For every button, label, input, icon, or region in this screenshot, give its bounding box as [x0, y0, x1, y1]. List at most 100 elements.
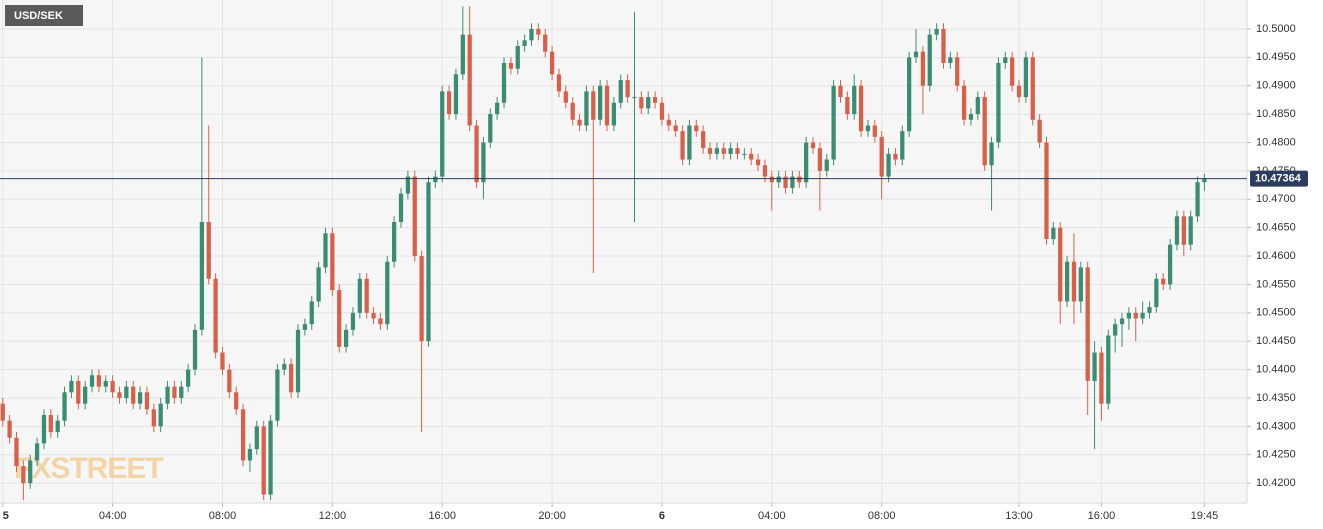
candle-body [110, 380, 115, 393]
candle-body [652, 97, 658, 103]
candle-body [543, 34, 548, 52]
candle-body [69, 380, 74, 393]
candle-body [1003, 57, 1008, 64]
candle-body [1092, 352, 1097, 381]
y-tick-label: 10.4500 [1256, 307, 1296, 319]
candle-body [1119, 318, 1125, 325]
candle-body [76, 380, 81, 404]
candle-body [604, 85, 610, 126]
candle-body [563, 91, 568, 103]
candle-body [1010, 57, 1015, 86]
y-tick-label: 10.4900 [1256, 80, 1296, 92]
candle-body [501, 63, 507, 103]
candle-body [165, 386, 170, 404]
candle-body [584, 91, 589, 126]
candle-body [900, 131, 905, 160]
candle-body [302, 324, 308, 330]
candle-body [858, 85, 864, 132]
candle-body [343, 329, 349, 347]
candle-body [1044, 142, 1049, 240]
candles [0, 6, 1207, 501]
candle-body [131, 386, 136, 404]
candle-body [1085, 267, 1090, 381]
candle-body [872, 125, 877, 137]
candle-body [309, 301, 314, 325]
y-tick-label: 10.4600 [1256, 250, 1296, 262]
candle-body [357, 278, 362, 313]
candle-body [7, 420, 12, 438]
candle-body [625, 80, 630, 98]
candle-body [350, 312, 356, 330]
y-tick-label: 10.4950 [1256, 51, 1296, 63]
candle-body [1188, 216, 1193, 245]
candle-body [831, 85, 836, 160]
candle-body [28, 460, 33, 484]
candle-body [879, 136, 884, 177]
candle-body [220, 352, 225, 370]
candle-body [1051, 227, 1056, 240]
candle-body [158, 403, 163, 427]
candle-body [687, 125, 692, 160]
candle-body [996, 63, 1001, 143]
x-tick-label: 16:00 [1088, 510, 1116, 522]
last-price-tag [1250, 170, 1308, 187]
candle-body [0, 403, 5, 421]
candle-body [1154, 278, 1159, 308]
candle-body [659, 102, 665, 120]
candle-body [41, 415, 47, 444]
candle-body [392, 221, 397, 262]
candle-body [179, 386, 184, 398]
y-tick-label: 10.4850 [1256, 108, 1296, 120]
candle-body [1106, 335, 1111, 404]
candle-body [1126, 312, 1132, 319]
candle-body [330, 233, 335, 291]
candle-body [549, 51, 555, 75]
candle-body [707, 148, 713, 154]
candle-body [282, 363, 287, 370]
y-tick-label: 10.4700 [1256, 193, 1296, 205]
x-tick-label: 04:00 [758, 510, 786, 522]
y-tick-label: 10.5000 [1256, 23, 1296, 35]
candle-body [488, 114, 493, 143]
candle-body [1161, 278, 1166, 285]
candle-body [151, 409, 156, 427]
candle-body [577, 119, 582, 126]
candle-body [598, 85, 603, 120]
candle-body [371, 312, 376, 319]
candle-body [268, 420, 273, 495]
candle-body [797, 176, 802, 183]
candle-body [83, 386, 88, 404]
candle-body [721, 148, 726, 154]
candle-body [632, 97, 637, 99]
candle-body [961, 85, 967, 120]
candle-body [240, 409, 246, 461]
candle-body [728, 148, 733, 154]
candle-body [611, 102, 617, 126]
candle-body [1174, 216, 1180, 245]
candle-body [508, 63, 514, 69]
candle-body [1058, 227, 1063, 302]
candle-body [1037, 119, 1042, 143]
candle-body [96, 375, 102, 387]
candle-body [55, 420, 60, 433]
candle-body [34, 443, 40, 461]
candle-body [1167, 244, 1173, 285]
candle-body [522, 40, 527, 46]
candle-body [378, 318, 383, 325]
candle-body [618, 80, 623, 103]
candle-body [948, 57, 953, 64]
y-tick-label: 10.4400 [1256, 363, 1296, 375]
candle-body [419, 256, 424, 342]
candle-body [227, 369, 232, 393]
candle-body [1181, 216, 1186, 245]
x-tick-label: 19:45 [1191, 510, 1219, 522]
candle-body [783, 176, 788, 188]
x-tick-label: 16:00 [428, 510, 456, 522]
candle-body [927, 34, 932, 86]
candle-body [21, 466, 26, 484]
candle-body [124, 386, 129, 398]
candle-body [701, 131, 706, 149]
candle-body [955, 57, 960, 86]
candle-body [426, 182, 431, 342]
